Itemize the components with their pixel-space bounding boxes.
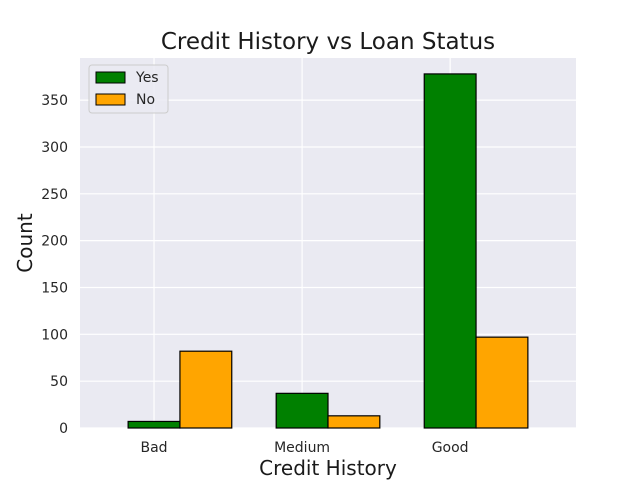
bar-yes-bad (127, 420, 181, 429)
x-axis-ticks: Bad Medium Good (140, 440, 468, 456)
y-tick-label: 50 (50, 374, 68, 390)
chart-title: Credit History vs Loan Status (161, 29, 495, 55)
legend: Yes No (88, 64, 169, 114)
y-tick-label: 350 (41, 93, 68, 109)
bar-yes-medium (275, 392, 329, 429)
legend-swatch-no (95, 93, 126, 106)
x-tick-label: Bad (140, 440, 167, 456)
y-tick-label: 200 (41, 234, 68, 250)
bar-no-good (475, 336, 529, 429)
bars (127, 73, 529, 429)
legend-label-yes: Yes (135, 70, 159, 86)
y-tick-label: 300 (41, 140, 68, 156)
bar-no-bad (179, 350, 233, 429)
legend-label-no: No (136, 92, 155, 108)
y-tick-label: 100 (41, 327, 68, 343)
y-tick-label: 0 (59, 421, 68, 437)
y-tick-label: 250 (41, 187, 68, 203)
legend-swatch-yes (95, 71, 126, 84)
x-tick-label: Good (432, 440, 469, 456)
y-axis-ticks: 0 50 100 150 200 250 300 350 (41, 93, 68, 437)
x-tick-label: Medium (274, 440, 330, 456)
bar-no-medium (327, 415, 381, 429)
x-axis-label: Credit History (259, 456, 397, 480)
y-axis-label: Count (13, 213, 37, 273)
y-tick-label: 150 (41, 280, 68, 296)
bar-yes-good (423, 73, 477, 429)
